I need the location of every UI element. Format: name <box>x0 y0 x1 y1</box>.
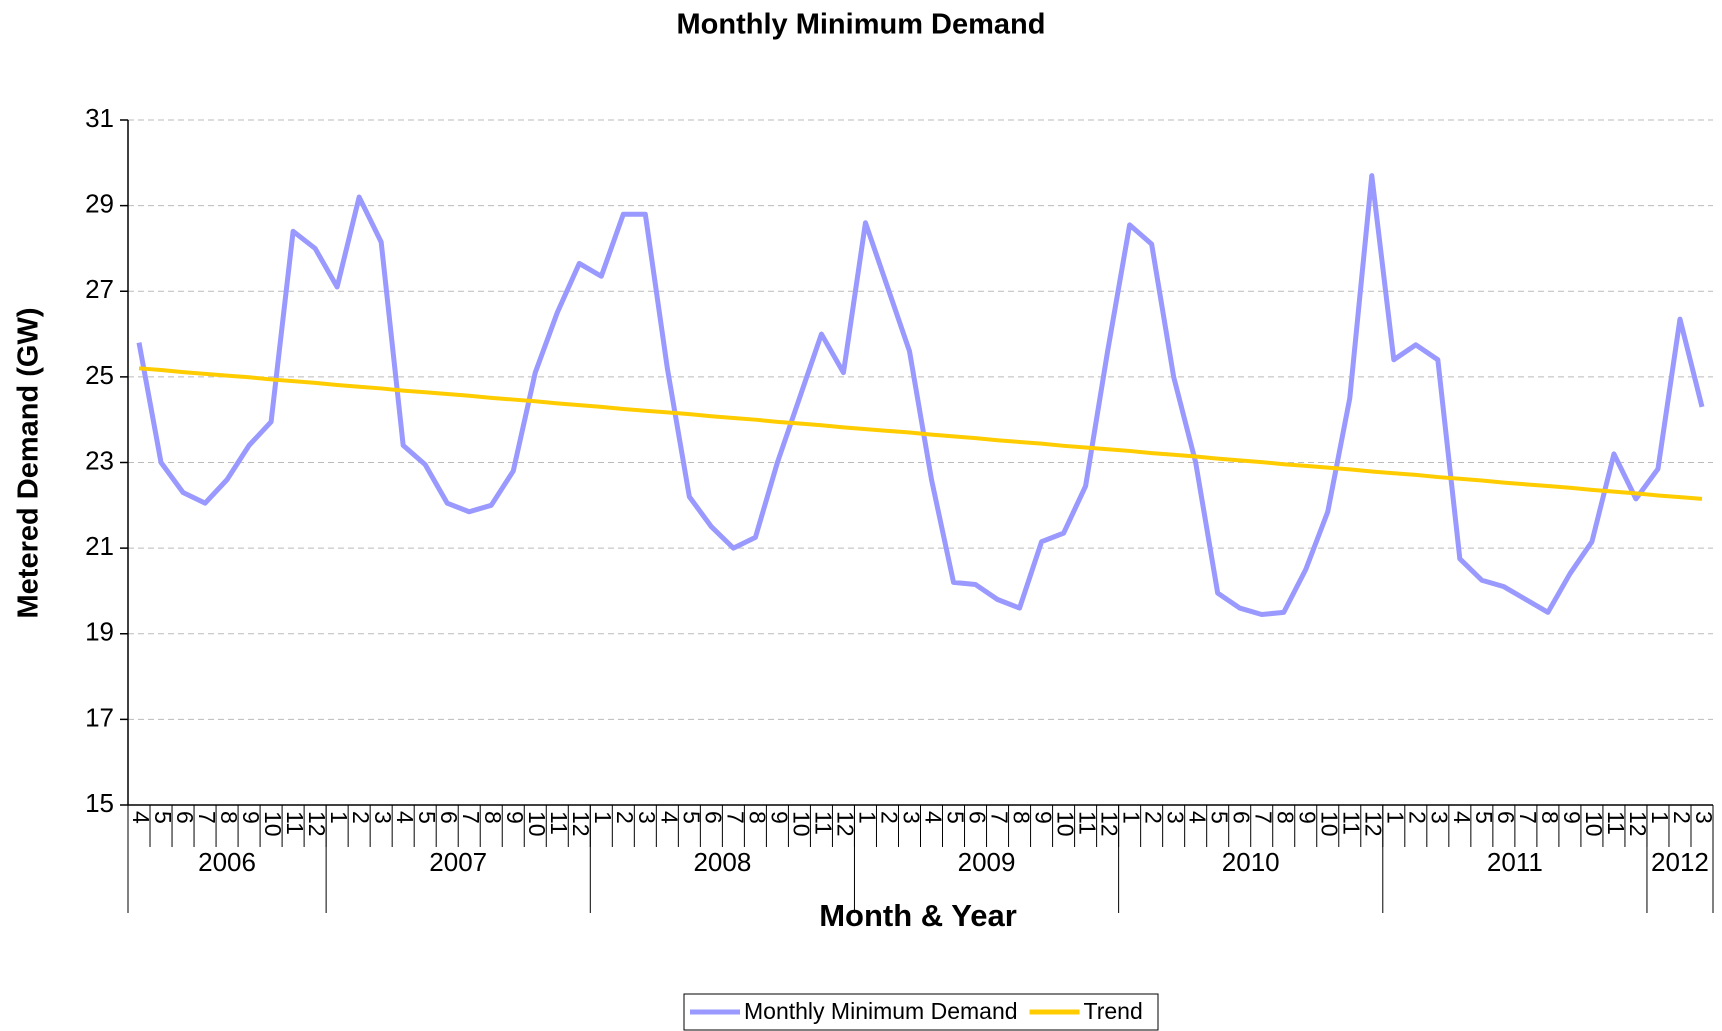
x-tick-label: 1 <box>590 811 616 824</box>
x-tick-label: 4 <box>392 811 418 824</box>
y-tick-label: 29 <box>85 189 114 219</box>
x-tick-label: 3 <box>1427 811 1453 824</box>
x-tick-label: 11 <box>1075 811 1101 835</box>
y-tick-label: 15 <box>85 788 114 818</box>
year-label: 2012 <box>1651 847 1709 877</box>
x-tick-label: 1 <box>1119 811 1145 824</box>
x-tick-label: 6 <box>964 811 990 824</box>
legend-label: Monthly Minimum Demand <box>744 998 1018 1024</box>
x-tick-label: 8 <box>216 811 242 824</box>
x-tick-label: 5 <box>678 811 704 824</box>
series-line <box>138 366 1703 501</box>
x-tick-label: 11 <box>1603 811 1629 835</box>
x-tick-label: 9 <box>502 811 528 824</box>
y-tick-label: 21 <box>85 531 114 561</box>
x-tick-label: 5 <box>1207 811 1233 824</box>
x-tick-label: 1 <box>854 811 880 824</box>
x-tick-label: 8 <box>1008 811 1034 824</box>
x-tick-label: 7 <box>1515 811 1541 824</box>
x-tick-label: 7 <box>194 811 220 824</box>
x-tick-label: 6 <box>1493 811 1519 824</box>
year-label: 2010 <box>1222 847 1280 877</box>
x-tick-label: 5 <box>942 811 968 824</box>
x-tick-label: 2 <box>1405 811 1431 824</box>
x-tick-label: 7 <box>722 811 748 824</box>
x-tick-label: 2 <box>876 811 902 824</box>
x-tick-label: 1 <box>326 811 352 824</box>
x-tick-label: 8 <box>1273 811 1299 824</box>
x-tick-label: 7 <box>986 811 1012 824</box>
x-tick-label: 7 <box>1251 811 1277 824</box>
y-tick-label: 31 <box>85 103 114 133</box>
x-tick-label: 3 <box>634 811 660 824</box>
x-tick-label: 5 <box>414 811 440 824</box>
x-tick-label: 4 <box>656 811 682 824</box>
x-tick-label: 3 <box>898 811 924 824</box>
x-tick-label: 2 <box>348 811 374 824</box>
x-tick-label: 6 <box>436 811 462 824</box>
chart-title: Monthly Minimum Demand <box>677 9 1046 41</box>
x-tick-label: 4 <box>1449 811 1475 824</box>
year-label: 2008 <box>693 847 751 877</box>
x-tick-label: 11 <box>282 811 308 835</box>
x-tick-label: 6 <box>700 811 726 824</box>
x-tick-label: 8 <box>480 811 506 824</box>
x-tick-label: 9 <box>1030 811 1056 824</box>
x-tick-label: 8 <box>744 811 770 824</box>
series-line <box>136 173 1705 617</box>
x-tick-label: 8 <box>1537 811 1563 824</box>
x-tick-label: 4 <box>128 811 154 824</box>
y-tick-label: 19 <box>85 617 114 647</box>
x-tick-label: 4 <box>920 811 946 824</box>
y-axis-title: Metered Demand (GW) <box>13 308 45 619</box>
year-label: 2006 <box>198 847 256 877</box>
x-tick-label: 2 <box>612 811 638 824</box>
legend-label: Trend <box>1084 998 1143 1024</box>
x-tick-label: 9 <box>766 811 792 824</box>
x-tick-label: 5 <box>150 811 176 824</box>
x-tick-label: 7 <box>458 811 484 824</box>
y-tick-label: 23 <box>85 445 114 475</box>
x-tick-label: 9 <box>238 811 264 824</box>
x-tick-label: 2 <box>1141 811 1167 824</box>
x-tick-label: 9 <box>1559 811 1585 824</box>
x-tick-label: 2 <box>1669 811 1695 824</box>
x-tick-label: 11 <box>546 811 572 835</box>
x-tick-label: 5 <box>1471 811 1497 824</box>
y-tick-label: 25 <box>85 360 114 390</box>
y-tick-label: 17 <box>85 702 114 732</box>
x-tick-label: 3 <box>1163 811 1189 824</box>
x-tick-label: 1 <box>1647 811 1673 824</box>
x-tick-label: 4 <box>1185 811 1211 824</box>
x-tick-label: 9 <box>1295 811 1321 824</box>
x-axis-title: Month & Year <box>819 898 1017 933</box>
year-label: 2011 <box>1487 847 1543 877</box>
year-label: 2007 <box>429 847 487 877</box>
x-tick-label: 1 <box>1383 811 1409 824</box>
y-tick-label: 27 <box>85 274 114 304</box>
year-label: 2009 <box>958 847 1016 877</box>
x-tick-label: 11 <box>1339 811 1365 835</box>
x-tick-label: 3 <box>1691 811 1717 824</box>
x-tick-label: 11 <box>810 811 836 835</box>
x-tick-label: 6 <box>172 811 198 824</box>
x-tick-label: 3 <box>370 811 396 824</box>
x-tick-label: 6 <box>1229 811 1255 824</box>
